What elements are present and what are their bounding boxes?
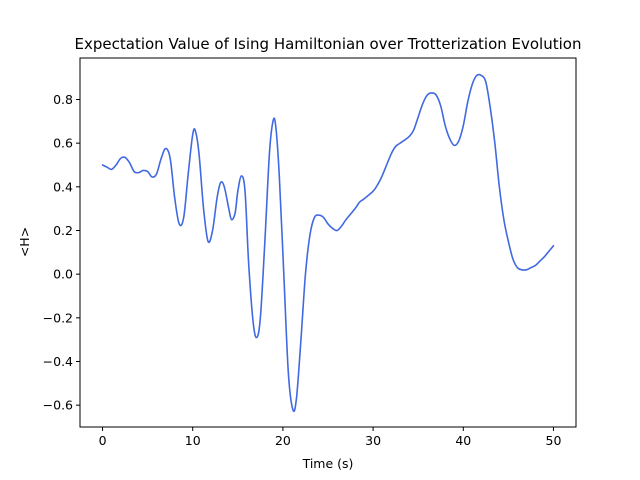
y-tick-label: 0.8 — [53, 92, 73, 107]
x-axis: 0 10 20 30 40 50 — [99, 427, 562, 448]
y-tick-label: −0.2 — [43, 310, 73, 325]
y-tick-label: 0.4 — [53, 179, 73, 194]
y-tick-label: 0.0 — [53, 267, 73, 282]
y-axis: −0.6 −0.4 −0.2 0.0 0.2 0.4 0.6 0.8 — [43, 92, 80, 413]
x-tick-label: 50 — [546, 433, 562, 448]
y-tick-label: −0.6 — [43, 398, 73, 413]
x-tick-label: 10 — [185, 433, 201, 448]
y-tick-label: 0.2 — [53, 223, 73, 238]
chart-title: Expectation Value of Ising Hamiltonian o… — [75, 35, 582, 53]
x-axis-label: Time (s) — [302, 456, 354, 471]
plot-area — [79, 57, 577, 428]
x-tick-label: 20 — [275, 433, 291, 448]
x-tick-label: 0 — [99, 433, 107, 448]
y-axis-label: <H> — [17, 227, 32, 257]
x-tick-label: 40 — [455, 433, 471, 448]
x-tick-label: 30 — [365, 433, 381, 448]
y-tick-label: 0.6 — [53, 136, 73, 151]
y-tick-label: −0.4 — [43, 354, 73, 369]
series-line — [101, 73, 555, 413]
